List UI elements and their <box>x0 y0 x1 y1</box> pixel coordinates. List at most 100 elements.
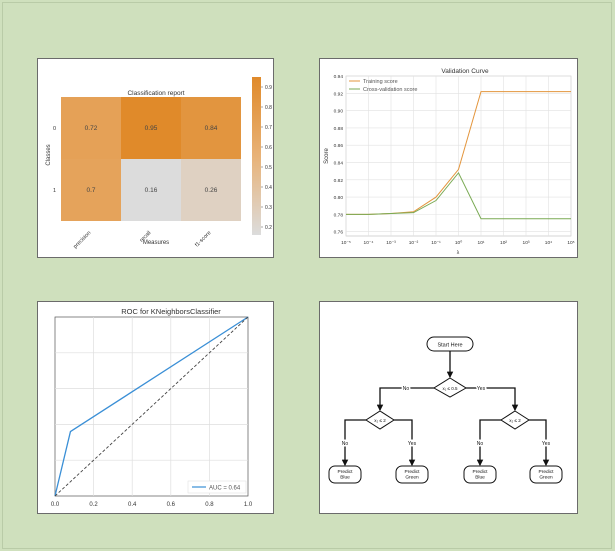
validation-curve-panel: Validation Curve 10⁻⁵ 10⁻⁴ 10⁻³ 10⁻² 10⁻¹ 10⁰… <box>319 58 578 258</box>
colorbar-tick-label: 0.6 <box>265 145 272 151</box>
leaf-node: Predict Green <box>529 465 563 484</box>
validation-y-tick: 0.82 <box>334 178 344 184</box>
root-decision-node <box>433 377 467 398</box>
heatmap-title: Classification report <box>127 90 184 97</box>
heatmap-cell <box>181 97 241 159</box>
validation-x-tick: 10⁻⁴ <box>364 240 374 246</box>
roc-x-tick: 1.0 <box>244 502 253 508</box>
heatmap-cell <box>61 97 121 159</box>
colorbar <box>252 77 261 235</box>
heatmap-x-tick: f1-score <box>194 230 212 248</box>
root-right-label: Yes <box>477 386 486 392</box>
leaf-label-line: Predict <box>338 469 354 475</box>
left-decision-node <box>365 410 395 430</box>
root-condition: x₁ ≤ 0.5 <box>443 386 458 391</box>
leaf-label-line: Predict <box>539 469 555 475</box>
heatmap-y-tick-labels: 01 <box>53 126 56 194</box>
heatmap-x-tick: precision <box>73 230 93 250</box>
leaf-node: Predict Green <box>395 465 429 484</box>
roc-series <box>54 316 249 497</box>
validation-x-tick: 10⁻⁵ <box>341 240 351 246</box>
heatmap-cell-label: 0.26 <box>205 187 218 194</box>
roc-chance-line <box>54 316 249 497</box>
roc-legend-label: AUC = 0.64 <box>209 486 241 492</box>
heatmap-xlabel: Measures <box>143 240 169 246</box>
roc-x-tick: 0.2 <box>89 502 98 508</box>
colorbar-tick-label: 0.5 <box>265 165 272 171</box>
start-label: Start Here <box>437 343 462 349</box>
roc-x-tick: 0.8 <box>205 502 214 508</box>
leaf-label-line: Blue <box>475 475 485 481</box>
validation-curve-title: Validation Curve <box>441 68 489 75</box>
colorbar-tick-label: 0.9 <box>265 85 272 91</box>
roc-title: ROC for KNeighborsClassifier <box>121 307 221 316</box>
heatmap-cell-label: 0.7 <box>86 187 95 194</box>
heatmap-cell <box>121 159 181 221</box>
validation-curve-chart: Validation Curve 10⁻⁵ 10⁻⁴ 10⁻³ 10⁻² 10⁻¹ 10⁰… <box>324 68 575 256</box>
left-no-label: No <box>342 441 349 447</box>
leaf-node: Predict Blue <box>463 465 497 484</box>
classification-report-panel: Classification report 0.72 0.95 0.84 0.7 0.1… <box>37 58 274 258</box>
validation-x-tick: 10³ <box>523 240 530 246</box>
legend-cv: Cross-validation score <box>363 87 417 93</box>
right-yes-label: Yes <box>542 441 551 447</box>
leaf-label: Predict Blue <box>338 469 354 481</box>
heatmap-y-tick: 0 <box>53 126 56 132</box>
heatmap-cell <box>181 159 241 221</box>
heatmap-ylabel: Classes <box>46 144 52 165</box>
heatmap-cell-label: 0.72 <box>85 125 98 132</box>
decision-tree-diagram: Start Here x₁ ≤ 0.5 No Yes x₂ ≤ 2 x₂ ≤ 2… <box>328 336 563 484</box>
heatmap-chart: Classification report 0.72 0.95 0.84 0.7 0.1… <box>46 77 272 250</box>
validation-y-tick: 0.90 <box>334 109 344 115</box>
validation-y-tick: 0.84 <box>334 160 344 166</box>
colorbar-tick-label: 0.4 <box>265 185 272 191</box>
roc-legend-box <box>187 480 247 494</box>
decision-tree-panel: Start Here x₁ ≤ 0.5 No Yes x₂ ≤ 2 x₂ ≤ 2… <box>319 301 578 514</box>
leaf-label-line: Blue <box>340 475 350 481</box>
validation-legend: Training score Cross-validation score <box>349 79 417 93</box>
left-yes-label: Yes <box>408 441 417 447</box>
leaf-label: Predict Green <box>405 469 421 481</box>
heatmap-cell <box>61 159 121 221</box>
colorbar-ticks: 0.9 0.8 0.7 0.6 0.5 0.4 0.3 0.2 <box>261 85 272 231</box>
roc-tick-labels: 0.0 0.2 0.4 0.6 0.8 1.0 <box>51 502 253 508</box>
validation-grid <box>345 75 572 236</box>
leaf-label-line: Predict <box>405 469 421 475</box>
left-no-edge <box>341 419 366 467</box>
roc-x-tick: 0.6 <box>167 502 176 508</box>
validation-x-tick: 10⁻³ <box>386 240 396 246</box>
roc-x-tick: 0.4 <box>128 502 137 508</box>
heatmap-cell-label: 0.95 <box>145 125 158 132</box>
roc-x-tick: 0.0 <box>51 502 60 508</box>
validation-x-tick: 10² <box>500 240 507 246</box>
colorbar-tick-label: 0.3 <box>265 205 272 211</box>
validation-y-tick: 0.76 <box>334 230 344 236</box>
leaf-node: Predict Blue <box>328 465 362 484</box>
validation-tick-labels: 10⁻⁵ 10⁻⁴ 10⁻³ 10⁻² 10⁻¹ 10⁰ 10¹ 10² 10³ 10⁴ 10⁵ 0.… <box>334 74 575 246</box>
validation-x-tick: 10⁻² <box>409 240 419 246</box>
validation-xlabel: λ <box>457 250 460 256</box>
roc-panel: ROC for KNeighborsClassifier 0.0 0.2 0.4 0.… <box>37 301 274 514</box>
root-left-edge <box>376 387 434 412</box>
root-left-label: No <box>403 386 410 392</box>
right-yes-edge <box>529 419 550 467</box>
validation-x-tick: 10¹ <box>478 240 485 246</box>
right-no-edge <box>476 419 501 467</box>
validation-y-tick: 0.78 <box>334 212 344 218</box>
right-decision-node <box>500 410 530 430</box>
validation-y-tick: 0.94 <box>334 74 344 80</box>
right-condition: x₂ ≤ 2 <box>509 418 521 423</box>
roc-curve <box>54 316 249 497</box>
legend-training: Training score <box>363 79 398 85</box>
validation-y-tick: 0.86 <box>334 143 344 149</box>
heatmap-cells: 0.72 0.95 0.84 0.7 0.16 0.26 <box>61 97 241 221</box>
colorbar-tick-label: 0.7 <box>265 125 272 131</box>
root-right-edge <box>466 387 519 412</box>
validation-x-tick: 10⁴ <box>545 240 552 246</box>
validation-y-tick: 0.80 <box>334 195 344 201</box>
leaf-label: Predict Green <box>539 469 555 481</box>
roc-grid <box>55 317 248 496</box>
validation-series <box>346 91 571 220</box>
left-condition: x₂ ≤ 2 <box>374 418 386 423</box>
leaf-label-line: Green <box>405 475 419 481</box>
